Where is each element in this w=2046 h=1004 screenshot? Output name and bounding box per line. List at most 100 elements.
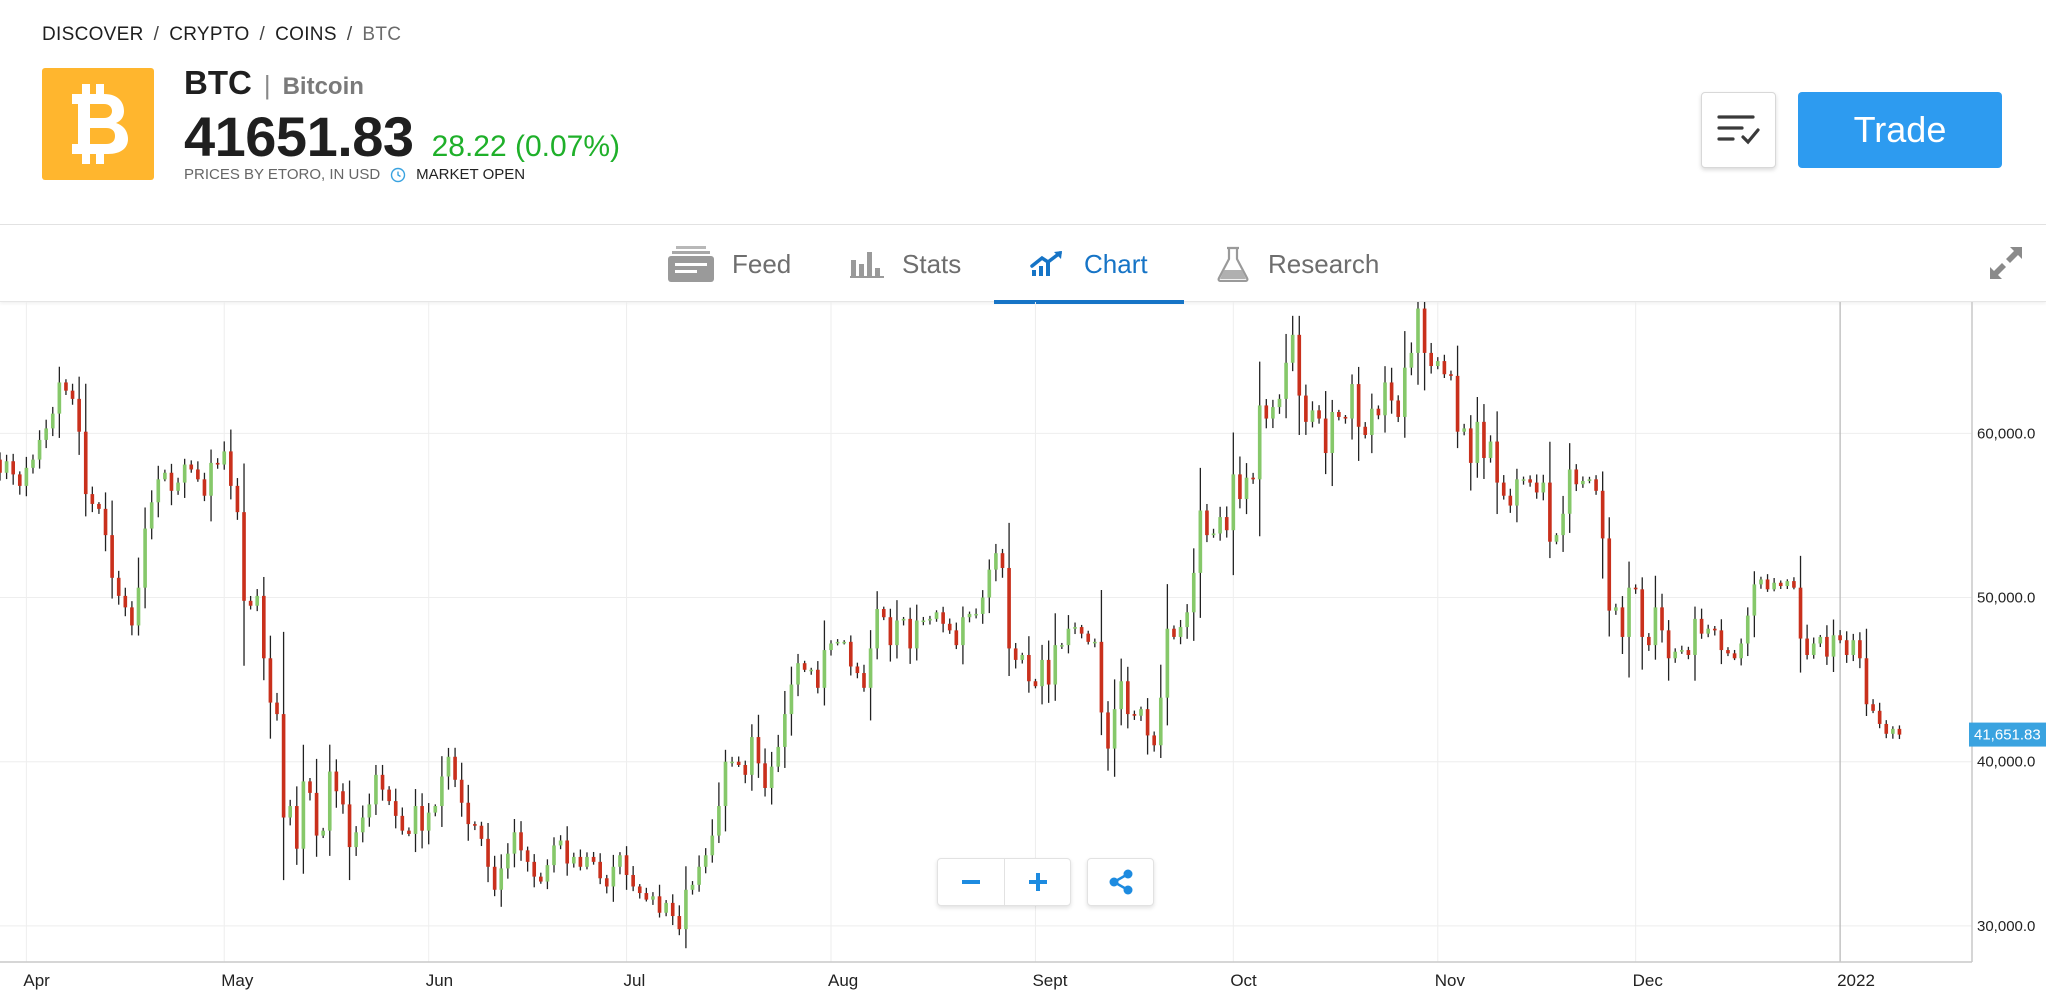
fullscreen-button[interactable] (1986, 243, 2026, 283)
candle-body (1495, 441, 1499, 483)
candle-body (862, 673, 866, 688)
candle-body (1251, 477, 1255, 480)
candle-body (809, 669, 814, 672)
candle-body (723, 761, 728, 807)
candle-body (143, 528, 147, 588)
candle-body (1884, 723, 1889, 734)
watchlist-icon (1716, 115, 1760, 145)
candle-body (591, 856, 596, 862)
candle-body (947, 623, 952, 631)
candle-body (1785, 581, 1790, 587)
breadcrumb-discover[interactable]: DISCOVER (42, 24, 144, 45)
x-tick-label: Apr (23, 971, 50, 990)
candle-body (888, 617, 893, 646)
candle-body (341, 791, 345, 805)
candle-body (156, 479, 161, 503)
candle-body (1778, 582, 1783, 587)
candle-body (552, 845, 556, 866)
zoom-in-button[interactable] (1004, 859, 1070, 905)
candle-body (796, 663, 800, 685)
current-price-tag-label: 41,651.83 (1974, 727, 2041, 744)
candle-body (1600, 490, 1605, 539)
tab-feed[interactable]: Feed (668, 225, 791, 303)
price-chart[interactable]: 30,000.0 40,000.0 50,000.0 60,000.0 Apr May Ju… (0, 302, 2046, 1004)
candle-body (1640, 589, 1645, 637)
candle-body (1877, 710, 1882, 724)
candle-body (1818, 636, 1823, 644)
candle-body (967, 613, 972, 618)
candle-body (136, 587, 141, 626)
candle-body (64, 382, 68, 391)
stats-icon (850, 252, 884, 278)
candle-body (1125, 681, 1130, 715)
breadcrumb-separator: / (153, 24, 160, 45)
candle-body (176, 482, 180, 491)
candle-body (1858, 640, 1862, 659)
candle-body (802, 663, 807, 670)
candle-body (829, 643, 833, 651)
candle-body (1027, 654, 1031, 682)
tab-research[interactable]: Research (1216, 225, 1379, 303)
candle-body (1297, 334, 1302, 396)
candle-body (1515, 479, 1519, 506)
candle-body (367, 804, 372, 818)
candle-body (222, 451, 227, 465)
candle-body (1350, 384, 1354, 419)
candle-body (387, 789, 391, 802)
candle-body (189, 464, 194, 470)
candle-body (255, 595, 260, 606)
candle-body (492, 866, 497, 890)
candle-body (163, 472, 167, 480)
candle-body (1389, 382, 1394, 401)
candle-body (1455, 375, 1460, 432)
candle-body (697, 866, 701, 885)
feed-icon (668, 246, 714, 282)
candle-body (327, 771, 332, 831)
candle-body (506, 853, 510, 869)
candle-body (1053, 645, 1058, 685)
candle-body (1548, 482, 1552, 542)
watchlist-button[interactable] (1701, 92, 1776, 168)
breadcrumb-coins[interactable]: COINS (275, 24, 337, 45)
y-tick-label: 60,000.0 (1977, 425, 2035, 442)
candle-body (209, 462, 213, 496)
candle-body (598, 861, 602, 879)
candle-body (994, 553, 998, 570)
candle-body (1139, 709, 1143, 716)
breadcrumb-separator: / (346, 24, 353, 45)
tab-chart[interactable]: Chart (994, 225, 1184, 304)
candle-body (44, 428, 48, 440)
breadcrumb-separator: / (259, 24, 266, 45)
candle-body (334, 771, 339, 792)
candle-body (433, 806, 438, 813)
candle-body (1891, 728, 1895, 734)
candle-body (578, 856, 583, 867)
candlestick-chart[interactable]: 30,000.0 40,000.0 50,000.0 60,000.0 Apr May Ju… (0, 302, 2046, 1004)
candle-body (1383, 382, 1387, 416)
candle-body (446, 756, 451, 777)
candle-body (1007, 567, 1011, 649)
candle-body (321, 830, 325, 836)
candle-body (1614, 607, 1618, 611)
zoom-out-button[interactable] (938, 859, 1004, 905)
candle-body (545, 865, 550, 882)
candle-body (1831, 635, 1836, 657)
candle-body (1244, 477, 1249, 500)
share-button[interactable] (1087, 858, 1154, 906)
trade-button[interactable]: Trade (1798, 92, 2002, 168)
tab-stats[interactable]: Stats (850, 225, 961, 303)
candle-body (1679, 650, 1684, 652)
candle-body (1752, 584, 1757, 616)
candle-body (1185, 612, 1189, 628)
candle-body (1145, 709, 1150, 736)
candle-body (604, 878, 609, 887)
candle-body (229, 451, 233, 486)
coin-name: Bitcoin (282, 73, 364, 100)
candle-body (1416, 308, 1420, 353)
breadcrumb-crypto[interactable]: CRYPTO (169, 24, 250, 45)
candle-body (308, 781, 312, 793)
candle-body (1726, 650, 1730, 654)
candle-body (618, 855, 622, 867)
candle-body (1224, 517, 1229, 531)
